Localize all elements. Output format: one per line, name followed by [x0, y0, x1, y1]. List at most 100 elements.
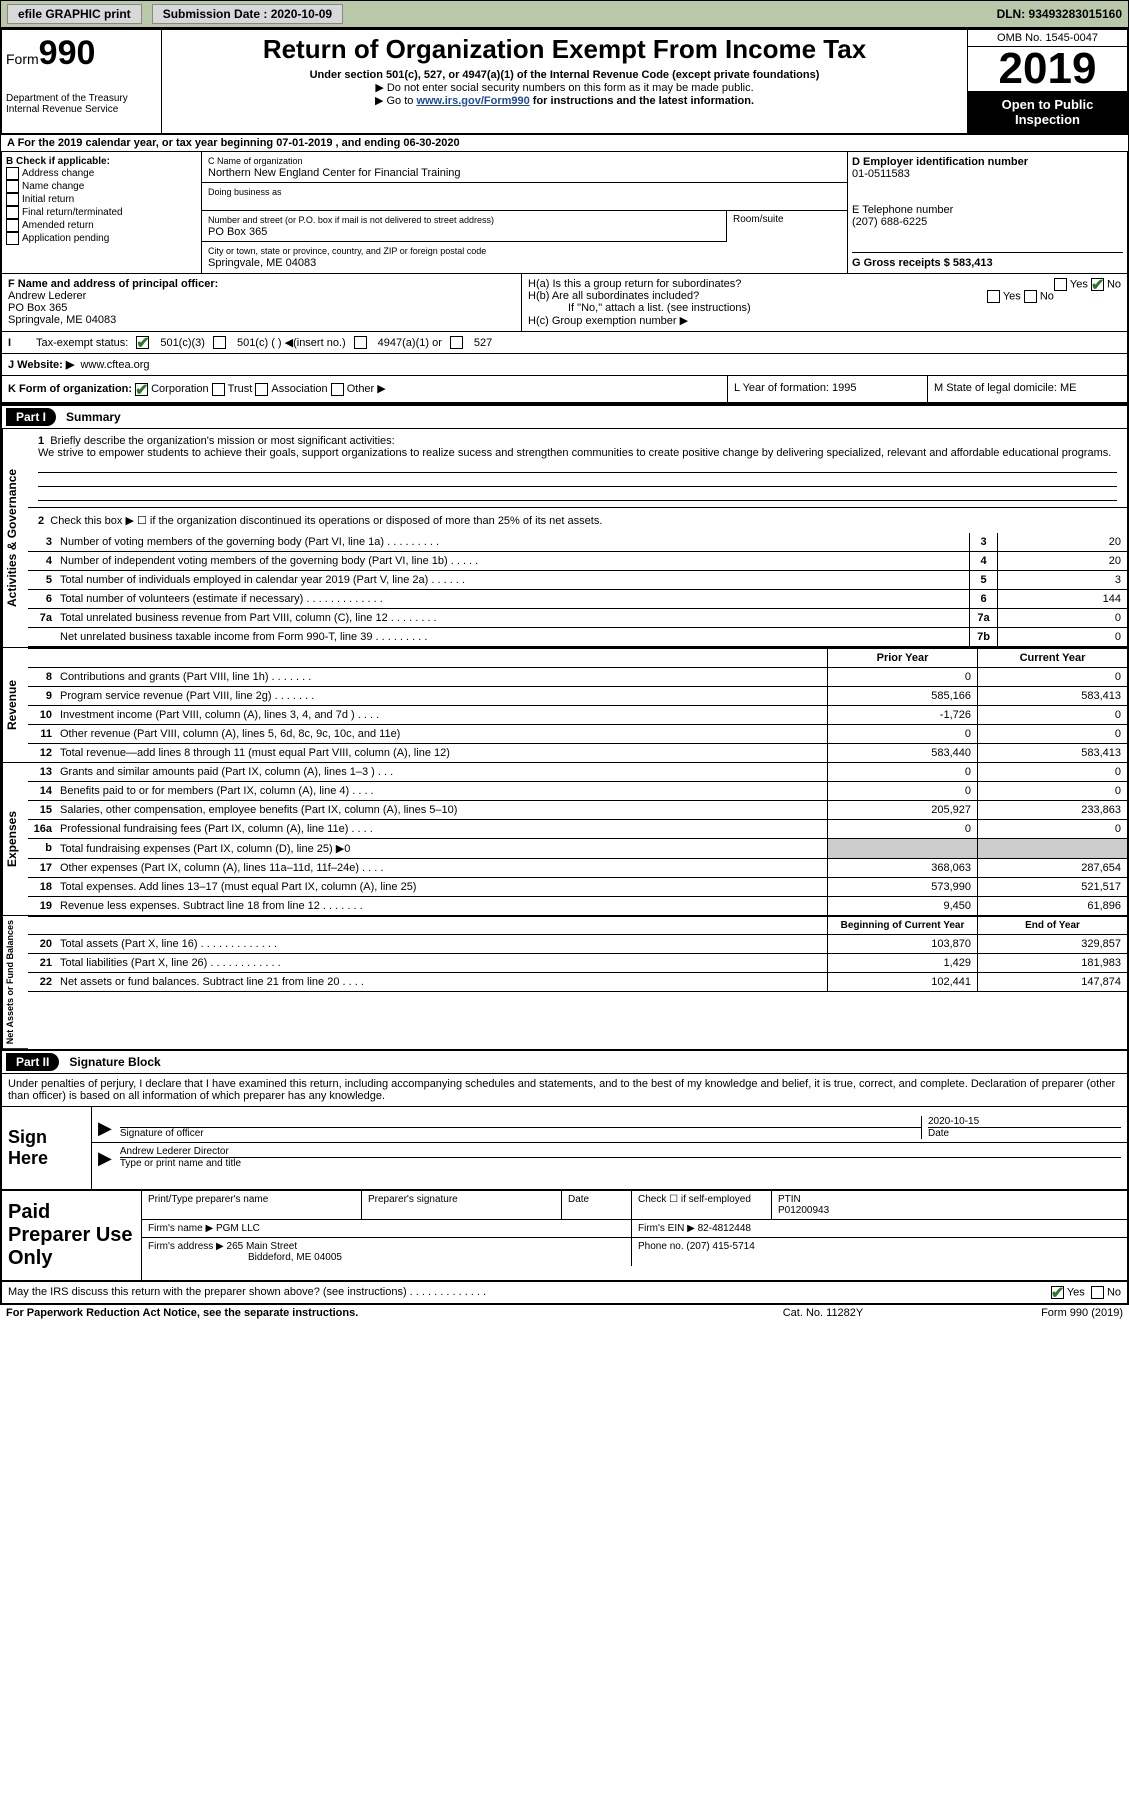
prep-name-hdr: Print/Type preparer's name — [142, 1191, 362, 1219]
prep-date-hdr: Date — [562, 1191, 632, 1219]
ha-yes[interactable] — [1054, 278, 1067, 291]
chk-trust[interactable] — [212, 383, 225, 396]
footer: For Paperwork Reduction Act Notice, see … — [0, 1305, 1129, 1321]
curr-year-hdr: Current Year — [977, 649, 1127, 667]
ha-text: H(a) Is this a group return for subordin… — [528, 278, 741, 290]
org-name: Northern New England Center for Financia… — [208, 167, 461, 179]
paperwork-notice: For Paperwork Reduction Act Notice, see … — [6, 1307, 723, 1319]
side-revenue: Revenue — [2, 648, 28, 763]
sig-name: Andrew Lederer Director — [120, 1146, 1121, 1158]
tel: (207) 688-6225 — [852, 216, 1123, 228]
officer-hdr: F Name and address of principal officer: — [8, 278, 515, 290]
paid-preparer-block: Paid Preparer Use Only Print/Type prepar… — [0, 1191, 1129, 1282]
ha-no[interactable] — [1091, 278, 1104, 291]
top-toolbar: efile GRAPHIC print Submission Date : 20… — [0, 0, 1129, 28]
row-a: A For the 2019 calendar year, or tax yea… — [0, 135, 1129, 152]
chk-501c[interactable] — [213, 336, 226, 349]
room-hdr: Room/suite — [733, 214, 784, 225]
gross-receipts: G Gross receipts $ 583,413 — [852, 252, 1123, 269]
chk-final-return[interactable] — [6, 206, 19, 219]
hb-yes[interactable] — [987, 290, 1000, 303]
sig-date-lbl: Date — [928, 1128, 949, 1139]
dba-hdr: Doing business as — [208, 187, 282, 197]
irs-link[interactable]: www.irs.gov/Form990 — [416, 95, 529, 107]
note-goto-post: for instructions and the latest informat… — [530, 95, 754, 107]
prep-selfemp: Check ☐ if self-employed — [632, 1191, 772, 1219]
section-f-h: F Name and address of principal officer:… — [0, 274, 1129, 332]
tel-hdr: E Telephone number — [852, 204, 1123, 216]
ptin: P01200943 — [778, 1205, 829, 1216]
chk-address-change[interactable] — [6, 167, 19, 180]
chk-amended[interactable] — [6, 219, 19, 232]
sign-here-label: Sign Here — [2, 1107, 92, 1189]
prep-label: Paid Preparer Use Only — [2, 1191, 142, 1280]
chk-assoc[interactable] — [255, 383, 268, 396]
dln: DLN: 93493283015160 — [997, 7, 1122, 21]
website-row: J Website: ▶ www.cftea.org — [0, 354, 1129, 376]
chk-4947[interactable] — [354, 336, 367, 349]
sig-date: 2020-10-15 — [928, 1116, 979, 1127]
form-title: Return of Organization Exempt From Incom… — [166, 34, 963, 65]
discuss-no[interactable] — [1091, 1286, 1104, 1299]
prior-year-hdr: Prior Year — [827, 649, 977, 667]
firm-name-lbl: Firm's name ▶ — [148, 1223, 213, 1234]
part1-title: Summary — [66, 410, 121, 424]
chk-app-pending[interactable] — [6, 232, 19, 245]
form-label: Form — [6, 51, 39, 67]
web-val: www.cftea.org — [80, 359, 149, 371]
chk-other[interactable] — [331, 383, 344, 396]
form-subtitle: Under section 501(c), 527, or 4947(a)(1)… — [166, 69, 963, 81]
section-b-c-d: B Check if applicable: Address change Na… — [0, 152, 1129, 274]
firm-addr1: 265 Main Street — [227, 1241, 298, 1252]
sign-here-block: Sign Here ▶Signature of officer2020-10-1… — [0, 1106, 1129, 1191]
side-netassets: Net Assets or Fund Balances — [2, 916, 28, 1049]
prep-sig-hdr: Preparer's signature — [362, 1191, 562, 1219]
firm-name: PGM LLC — [216, 1223, 260, 1234]
chk-527[interactable] — [450, 336, 463, 349]
col-b-hdr: B Check if applicable: — [6, 156, 197, 167]
irs-discuss-q: May the IRS discuss this return with the… — [2, 1282, 907, 1303]
officer-name: Andrew Lederer — [8, 290, 515, 302]
org-name-hdr: C Name of organization — [208, 156, 303, 166]
part2-title: Signature Block — [69, 1055, 160, 1069]
part2-hdr: Part II — [6, 1053, 59, 1071]
part1-hdr: Part I — [6, 408, 56, 426]
firm-addr2: Biddeford, ME 04005 — [148, 1252, 342, 1263]
street: PO Box 365 — [208, 226, 267, 238]
form-number: 990 — [39, 34, 96, 72]
efile-print-button[interactable]: efile GRAPHIC print — [7, 4, 142, 24]
officer-addr1: PO Box 365 — [8, 302, 515, 314]
officer-addr2: Springvale, ME 04083 — [8, 314, 515, 326]
tax-status-row: I Tax-exempt status: 501(c)(3) 501(c) ( … — [0, 332, 1129, 354]
chk-initial-return[interactable] — [6, 193, 19, 206]
firm-phone-lbl: Phone no. — [638, 1241, 684, 1252]
part1-bar: Part I Summary — [0, 404, 1129, 429]
year-formation: L Year of formation: 1995 — [727, 376, 927, 402]
form-ref: Form 990 (2019) — [923, 1307, 1123, 1319]
irs-discuss-row: May the IRS discuss this return with the… — [0, 1282, 1129, 1305]
submission-date: Submission Date : 2020-10-09 — [152, 4, 343, 24]
side-expenses: Expenses — [2, 763, 28, 916]
sig-name-lbl: Type or print name and title — [120, 1158, 241, 1169]
sig-officer-lbl: Signature of officer — [120, 1128, 204, 1139]
tax-lbl: Tax-exempt status: — [36, 337, 128, 349]
side-activities: Activities & Governance — [2, 429, 28, 647]
chk-501c3[interactable] — [136, 336, 149, 349]
hc-text: H(c) Group exemption number ▶ — [528, 314, 1121, 327]
note-ssn: ▶ Do not enter social security numbers o… — [166, 81, 963, 94]
firm-phone: (207) 415-5714 — [686, 1241, 754, 1252]
dept: Department of the Treasury Internal Reve… — [6, 93, 157, 115]
begin-year-hdr: Beginning of Current Year — [827, 917, 977, 934]
ein-hdr: D Employer identification number — [852, 156, 1123, 168]
chk-name-change[interactable] — [6, 180, 19, 193]
city: Springvale, ME 04083 — [208, 257, 316, 269]
chk-corp[interactable] — [135, 383, 148, 396]
q1: Briefly describe the organization's miss… — [50, 435, 394, 447]
web-lbl: J Website: ▶ — [8, 359, 74, 371]
discuss-yes[interactable] — [1051, 1286, 1064, 1299]
end-year-hdr: End of Year — [977, 917, 1127, 934]
hb-no[interactable] — [1024, 290, 1037, 303]
sig-declaration: Under penalties of perjury, I declare th… — [0, 1074, 1129, 1106]
note-goto-pre: ▶ Go to — [375, 95, 416, 107]
kform-lbl: K Form of organization: — [8, 383, 132, 395]
